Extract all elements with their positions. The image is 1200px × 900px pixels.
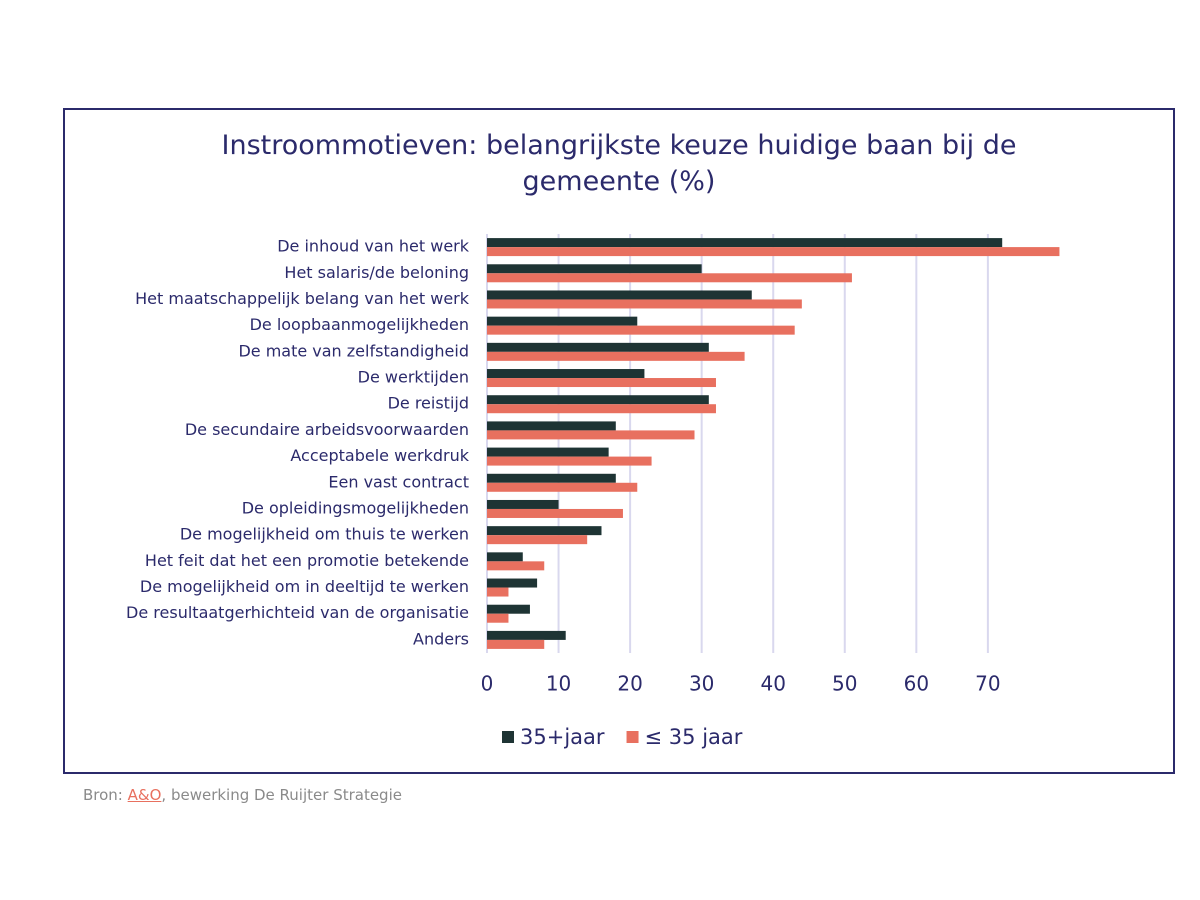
bar [487,561,545,571]
legend-label: 35+jaar [520,725,605,749]
legend-label: ≤ 35 jaar [645,725,743,749]
bar [487,578,538,588]
bar [487,247,1060,257]
source-note: Bron: A&O, bewerking De Ruijter Strategi… [83,786,402,804]
y-tick-label: Acceptabele werkdruk [290,446,469,465]
chart-title: Instroommotieven: belangrijkste keuze hu… [221,130,1017,197]
bar [487,630,566,640]
bar [487,299,802,309]
x-tick-label: 60 [904,672,929,696]
bar [487,447,609,457]
bar [487,535,588,545]
y-tick-label: Anders [413,629,469,648]
y-tick-label: De reistijd [388,394,469,413]
bar [487,473,616,483]
bar [487,351,745,361]
x-tick-label: 40 [760,672,785,696]
bar [487,639,545,649]
bar [487,404,716,414]
bar [487,499,559,509]
bar [487,508,623,518]
x-tick-label: 50 [832,672,857,696]
bar [487,456,652,466]
y-tick-label: De mate van zelfstandigheid [238,341,469,360]
bar [487,526,602,536]
bar [487,316,638,326]
y-tick-label: De loopbaanmogelijkheden [250,315,469,334]
bar [487,378,716,388]
source-prefix: Bron: [83,786,128,804]
bar [487,325,795,335]
x-tick-label: 70 [975,672,1000,696]
y-tick-label: Het feit dat het een promotie betekende [145,551,469,570]
bar [487,421,616,431]
y-tick-label: De mogelijkheid om in deeltijd te werken [140,577,469,596]
bar [487,482,638,492]
legend-swatch [626,731,639,743]
y-tick-label: Een vast contract [328,472,469,491]
bar [487,290,752,300]
bar [487,587,509,597]
y-tick-label: Het maatschappelijk belang van het werk [135,289,470,308]
y-tick-label: Het salaris/de beloning [284,263,469,282]
x-tick-label: 10 [546,672,571,696]
bar [487,604,530,614]
bar [487,430,695,440]
y-tick-label: De inhoud van het werk [277,237,470,256]
y-tick-label: De opleidingsmogelijkheden [242,498,469,517]
bar [487,552,523,562]
source-suffix: , bewerking De Ruijter Strategie [161,786,402,804]
bar [487,273,852,283]
bar [487,264,702,274]
bar [487,613,509,623]
source-link[interactable]: A&O [127,786,162,804]
x-tick-label: 30 [689,672,714,696]
bar [487,238,1003,248]
bar [487,342,709,352]
x-tick-label: 20 [617,672,642,696]
legend-swatch [502,731,514,743]
y-tick-label: De mogelijkheid om thuis te werken [180,525,469,544]
y-tick-label: De secundaire arbeidsvoorwaarden [185,420,469,439]
chart-frame [63,108,1175,774]
x-tick-label: 0 [481,672,494,696]
y-tick-label: De resultaatgerhichteid van de organisat… [126,603,469,622]
bar [487,395,709,405]
y-tick-label: De werktijden [358,368,469,387]
bar [487,369,645,379]
